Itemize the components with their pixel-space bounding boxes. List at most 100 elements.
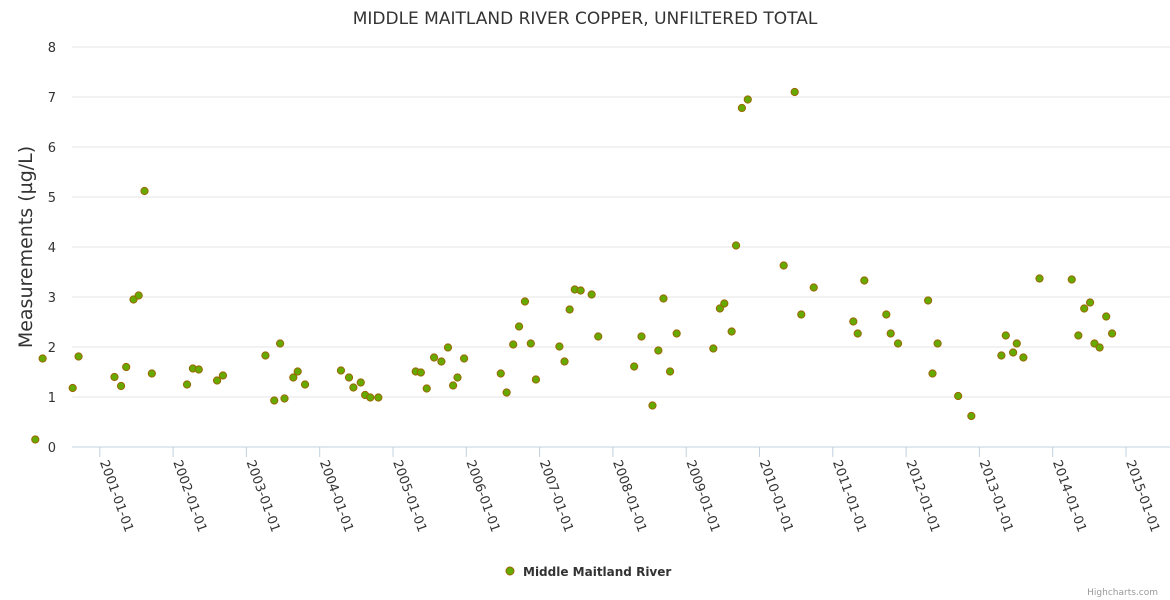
data-point[interactable] [349, 383, 358, 392]
data-point[interactable] [293, 367, 302, 376]
data-point[interactable] [280, 394, 289, 403]
data-point[interactable] [886, 329, 895, 338]
data-point[interactable] [709, 344, 718, 353]
data-point[interactable] [366, 393, 375, 402]
y-tick-label: 7 [48, 91, 56, 106]
data-point[interactable] [134, 291, 143, 300]
y-axis-ticks: 0 1 2 3 4 5 6 7 8 [48, 41, 56, 456]
data-point[interactable] [648, 401, 657, 410]
data-point[interactable] [1019, 353, 1028, 362]
data-point[interactable] [300, 380, 310, 389]
data-point[interactable] [1074, 331, 1083, 340]
legend-label[interactable]: Middle Maitland River [523, 565, 671, 579]
data-point[interactable] [1067, 275, 1076, 284]
data-point[interactable] [809, 283, 818, 292]
data-point[interactable] [737, 103, 747, 113]
data-point[interactable] [928, 369, 937, 378]
data-point[interactable] [496, 369, 505, 378]
data-point[interactable] [659, 294, 668, 303]
series-middle-maitland-river[interactable] [31, 87, 1117, 444]
data-point[interactable] [797, 310, 806, 319]
legend[interactable]: Middle Maitland River [505, 565, 671, 579]
data-point[interactable] [743, 95, 752, 104]
data-point[interactable] [437, 357, 446, 366]
data-point[interactable] [1035, 274, 1044, 283]
data-point[interactable] [893, 339, 903, 348]
data-point[interactable] [853, 329, 862, 338]
data-point[interactable] [654, 346, 663, 355]
data-point[interactable] [514, 322, 524, 331]
data-point[interactable] [1012, 339, 1021, 348]
data-point[interactable] [587, 290, 596, 299]
data-point[interactable] [453, 373, 462, 382]
data-point[interactable] [356, 378, 365, 387]
data-point[interactable] [336, 366, 346, 375]
data-point[interactable] [637, 332, 646, 341]
data-point[interactable] [502, 388, 511, 397]
x-tick-label: 2006-01-01 [463, 458, 503, 534]
data-point[interactable] [140, 186, 149, 196]
data-point[interactable] [997, 351, 1006, 360]
data-point[interactable] [1102, 312, 1111, 321]
data-point[interactable] [594, 332, 603, 341]
data-point[interactable] [74, 352, 83, 361]
data-point[interactable] [261, 351, 270, 360]
data-point[interactable] [860, 276, 869, 285]
data-point[interactable] [147, 369, 156, 378]
data-point[interactable] [31, 435, 40, 444]
data-point[interactable] [560, 357, 569, 366]
credits-link[interactable]: Highcharts.com [1087, 588, 1158, 598]
data-point[interactable] [1009, 348, 1018, 357]
data-point[interactable] [790, 87, 799, 97]
data-point[interactable] [731, 241, 741, 250]
data-point[interactable] [967, 411, 976, 421]
data-point[interactable] [122, 362, 131, 372]
data-point[interactable] [882, 310, 891, 319]
data-point[interactable] [531, 375, 541, 384]
data-point[interactable] [923, 296, 933, 305]
data-point[interactable] [1001, 331, 1010, 340]
data-point[interactable] [182, 380, 192, 389]
data-point[interactable] [555, 342, 564, 351]
data-point[interactable] [443, 343, 453, 352]
data-point[interactable] [509, 340, 518, 349]
data-point[interactable] [576, 286, 585, 295]
data-point[interactable] [630, 362, 639, 371]
data-point[interactable] [727, 327, 736, 336]
data-point[interactable] [110, 372, 119, 382]
data-point[interactable] [460, 354, 469, 363]
data-point[interactable] [276, 339, 285, 348]
x-tick-label: 2015-01-01 [1122, 458, 1162, 534]
data-point[interactable] [289, 373, 298, 382]
data-point[interactable] [116, 381, 126, 391]
legend-marker[interactable] [505, 566, 515, 576]
data-point[interactable] [526, 339, 535, 348]
data-point[interactable] [1085, 298, 1095, 307]
data-point[interactable] [720, 299, 729, 308]
data-point[interactable] [954, 391, 963, 401]
data-point[interactable] [344, 373, 354, 382]
data-point[interactable] [672, 329, 681, 338]
data-point[interactable] [194, 365, 203, 374]
data-point[interactable] [1080, 304, 1089, 313]
data-point[interactable] [565, 305, 574, 314]
data-point[interactable] [520, 297, 530, 306]
x-tick-label: 2008-01-01 [609, 458, 649, 534]
data-point[interactable] [1095, 343, 1104, 352]
data-point[interactable] [429, 353, 439, 362]
data-point[interactable] [1107, 329, 1117, 338]
data-point[interactable] [38, 354, 47, 363]
data-point[interactable] [270, 396, 279, 405]
data-point[interactable] [218, 371, 228, 380]
data-point[interactable] [849, 317, 858, 326]
data-point[interactable] [416, 368, 425, 377]
data-point[interactable] [779, 261, 788, 270]
data-point[interactable] [212, 376, 222, 385]
data-point[interactable] [933, 339, 942, 348]
data-point[interactable] [68, 383, 77, 393]
data-point[interactable] [374, 393, 383, 402]
data-point[interactable] [665, 367, 675, 376]
data-point[interactable] [449, 381, 458, 390]
data-point[interactable] [715, 304, 725, 313]
data-point[interactable] [422, 384, 431, 393]
